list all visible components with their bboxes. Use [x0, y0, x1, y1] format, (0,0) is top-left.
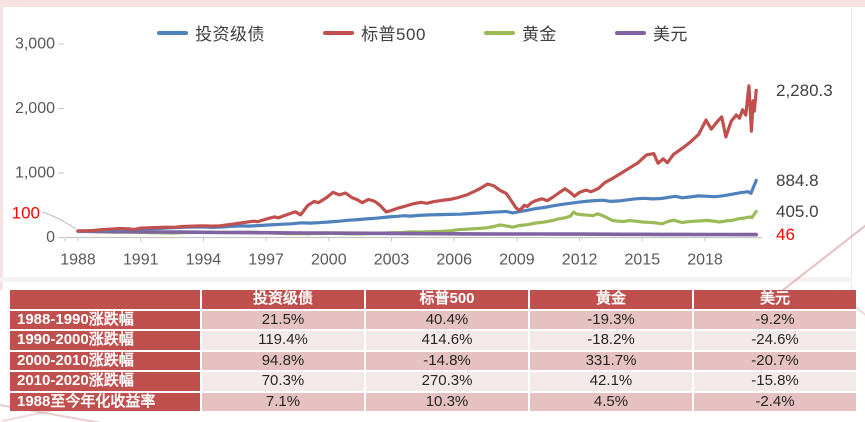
table-value-cell: -19.3%: [530, 310, 692, 329]
table-header-row: 投资级债 标普500 黄金 美元: [10, 290, 856, 309]
slide-edge-left: [0, 0, 3, 290]
table-value-cell: 42.1%: [530, 372, 692, 391]
x-axis-label: 1997: [248, 252, 284, 269]
series-line-美元[interactable]: [76, 229, 759, 237]
table-row-label: 2010-2020涨跌幅: [10, 372, 200, 391]
table-column-header: 投资级债: [202, 290, 364, 309]
x-axis-label: 1991: [123, 252, 159, 269]
legend-line-swatch: [483, 30, 515, 35]
legend-item-2[interactable]: 黄金: [483, 20, 557, 45]
x-axis-label: 2000: [311, 252, 347, 269]
chart-frame-right-border: [851, 8, 852, 290]
series-end-label-黄金: 405.0: [776, 202, 819, 221]
table-row: 1988-1990涨跌幅 21.5% 40.4% -19.3% -9.2%: [10, 310, 856, 329]
table-value-cell: -18.2%: [530, 331, 692, 350]
legend-line-swatch: [157, 30, 189, 35]
performance-table: 投资级债 标普500 黄金 美元 1988-1990涨跌幅 21.5% 40.4% -19.3…: [8, 288, 858, 413]
legend-label: 黄金: [521, 25, 557, 44]
legend-line-swatch: [323, 30, 355, 35]
table-value-cell: 40.4%: [366, 310, 528, 329]
series-line-标普500[interactable]: [76, 84, 758, 233]
table-value-cell: -24.6%: [694, 331, 856, 350]
chart-legend: 投资级债 标普500 黄金 美元: [0, 20, 845, 45]
table-row: 2010-2020涨跌幅 70.3% 270.3% 42.1% -15.8%: [10, 372, 856, 391]
x-axis-label: 2009: [499, 252, 535, 269]
table-value-cell: 4.5%: [530, 392, 692, 411]
series-end-label-标普500: 2,280.3: [776, 81, 833, 100]
table-value-cell: 7.1%: [202, 392, 364, 411]
x-axis-label: 1994: [186, 252, 222, 269]
y-axis-label: 1,000: [15, 165, 55, 182]
start-value-annotation: 100: [12, 204, 40, 223]
series-end-label-美元: 46: [776, 225, 795, 244]
legend-label: 投资级债: [195, 25, 266, 44]
table-value-cell: 414.6%: [366, 331, 528, 350]
legend-label: 美元: [652, 25, 688, 44]
table-value-cell: -20.7%: [694, 351, 856, 370]
x-axis-label: 1988: [60, 252, 96, 269]
table-value-cell: 21.5%: [202, 310, 364, 329]
legend-item-1[interactable]: 标普500: [323, 20, 426, 45]
table-column-header: 美元: [694, 290, 856, 309]
table-value-cell: 70.3%: [202, 372, 364, 391]
table-column-header: 标普500: [366, 290, 528, 309]
table-row: 2000-2010涨跌幅 94.8% -14.8% 331.7% -20.7%: [10, 351, 856, 370]
x-axis-label: 2015: [625, 252, 661, 269]
legend-label: 标普500: [361, 25, 426, 44]
table-row-label: 1988-1990涨跌幅: [10, 310, 200, 329]
table-row: 1988至今年化收益率 7.1% 10.3% 4.5% -2.4%: [10, 392, 856, 411]
table-row-label: 1988至今年化收益率: [10, 392, 200, 411]
table-value-cell: 331.7%: [530, 351, 692, 370]
table-column-header: 黄金: [530, 290, 692, 309]
table-row-label: 1990-2000涨跌幅: [10, 331, 200, 350]
x-axis-label: 2018: [687, 252, 723, 269]
table-value-cell: 94.8%: [202, 351, 364, 370]
y-axis-label: 0: [46, 229, 55, 246]
start-annotation-leader-line: [41, 211, 77, 230]
y-axis-label: 3,000: [15, 36, 55, 53]
table-value-cell: 10.3%: [366, 392, 528, 411]
x-axis-label: 2006: [436, 252, 472, 269]
legend-item-0[interactable]: 投资级债: [157, 20, 265, 45]
legend-item-3[interactable]: 美元: [614, 20, 688, 45]
table-row: 1990-2000涨跌幅 119.4% 414.6% -18.2% -24.6%: [10, 331, 856, 350]
performance-line-chart: 1988 1991 1994 1997 2000 2003 2006 2009 2012 2015…: [12, 36, 833, 269]
table-value-cell: 270.3%: [366, 372, 528, 391]
table-corner-cell: [10, 290, 200, 309]
table-row-label: 2000-2010涨跌幅: [10, 351, 200, 370]
table-value-cell: 119.4%: [202, 331, 364, 350]
table-value-cell: -2.4%: [694, 392, 856, 411]
table-value-cell: -9.2%: [694, 310, 856, 329]
y-axis-label: 2,000: [15, 100, 55, 117]
series-end-label-投资级债: 884.8: [776, 171, 819, 190]
x-axis-label: 2003: [374, 252, 410, 269]
legend-line-swatch: [614, 30, 646, 35]
x-axis-label: 2012: [562, 252, 598, 269]
table-value-cell: -14.8%: [366, 351, 528, 370]
slide-edge-top: [0, 0, 865, 7]
chart-frame-bottom-band: [0, 277, 852, 282]
table-value-cell: -15.8%: [694, 372, 856, 391]
